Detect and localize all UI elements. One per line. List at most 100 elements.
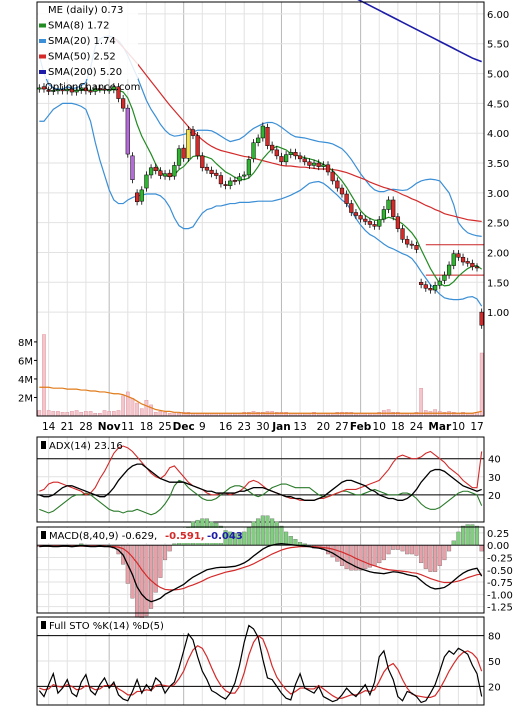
candle-body [349,203,354,213]
volume-tick-label: 6M [18,356,33,367]
x-tick-label: Nov [98,421,121,433]
candle-body [260,125,265,139]
macd-histogram-bar [409,545,414,555]
x-tick-label: 16 [219,421,233,433]
candle-body [428,288,433,291]
volume-bar [153,412,158,417]
macd-histogram-bar [298,542,303,546]
candle-body [293,152,298,157]
macd-line [39,543,483,603]
x-tick-label: 28 [79,421,92,433]
x-tick-label: Feb [350,421,372,433]
price-tick-label: 1.00 [487,308,509,319]
candle-body [400,228,405,240]
candle-body [470,262,475,268]
macd-histogram-bar [363,545,368,569]
macd-panel: 0.250.00-0.25 -0.50-0.75-1.00 -1.25 MACD(8,… [36,515,513,620]
candle-body [330,171,335,182]
x-tick-label: Mar [428,421,452,433]
candle-body [218,175,224,185]
volume-bar [149,404,153,417]
candle-body [158,170,163,176]
candle-body [302,158,307,163]
macd-histogram-bar [163,545,168,561]
candle-body [130,155,135,180]
candle-body [270,144,275,151]
macd-tick-label: -1.00 [487,590,513,601]
price-tick-label: 5.00 [487,70,509,81]
adx-tick-label: 20 [488,491,501,502]
candle-body [102,88,107,91]
macd-histogram-bar [391,545,396,550]
macd-histogram-bar [344,545,349,569]
legend-background [38,3,138,79]
macd-histogram-bar [279,525,284,546]
sto-tick-label: 20 [488,682,501,693]
candle-body [251,142,256,160]
x-tick-label: 9 [199,421,206,433]
watermark-text: OptionChance.com [45,82,140,93]
volume-bar [158,411,163,417]
macd-histogram-bar [475,525,480,546]
macd-histogram-bar [461,525,466,546]
macd-histogram-bar [274,521,279,546]
macd-histogram-bar [256,518,261,546]
volume-bar [70,411,74,417]
sto-panel-frame [36,616,485,706]
macd-histogram-bar [149,545,154,609]
volume-bar [135,402,139,417]
candle-body [181,147,186,159]
candle-body [195,135,200,157]
volume-bar [107,411,112,417]
x-tick-label: 18 [391,421,404,433]
legend-swatch [39,54,46,59]
candle-body [414,245,419,250]
candle-body [246,159,251,176]
candle-body [367,221,373,225]
macd-histogram-bar [265,515,270,546]
macd-histogram-bar [260,515,265,546]
candle-body [148,167,154,176]
price-panel-frame [36,1,485,417]
macd-histogram-bar [405,545,410,555]
candle-body [419,282,424,285]
candle-body [60,89,65,92]
candle-body [83,87,89,92]
candle-body [423,284,428,289]
candle-body [153,166,158,172]
volume-tick-label: 8M [18,338,33,349]
candle-body [363,218,368,222]
macd-histogram-bar [451,540,456,546]
macd-histogram-bar [335,545,340,562]
volume-bar [74,410,79,417]
adx-title: ADX(14) 23.16 [49,441,123,452]
legend-swatch [39,70,46,74]
volume-bar [65,412,70,417]
macd-histogram-bar [144,545,149,617]
candle-body [442,274,447,281]
candle-body [88,90,93,93]
macd-histogram-bar [135,545,140,618]
volume-bar [139,408,144,417]
candle-body [321,164,326,167]
sto-tick-label: 80 [488,632,501,643]
candle-body [372,224,377,227]
volume-bar [130,398,135,417]
candle-body [51,90,56,92]
macd-histogram-bar [479,545,484,552]
candle-body [460,256,466,263]
legend-entry: SMA(200) 5.20 [48,67,122,78]
x-tick-label: Jan [271,421,290,433]
sto-d-line [39,634,483,699]
candle-body [479,311,484,326]
volume-bar [111,411,116,417]
candle-body [274,149,279,157]
x-tick-label: 13 [293,421,306,433]
sto-panel: 80 50 20 Full STO %K(14) %D(5) [36,616,501,706]
volume-tick-label: 4M [18,375,33,386]
macd-histogram-bar [442,545,447,561]
macd-histogram-bar [400,545,405,552]
candle-body [186,129,191,159]
macd-tick-label: -0.50 [487,566,513,577]
sma200-line [357,0,482,63]
